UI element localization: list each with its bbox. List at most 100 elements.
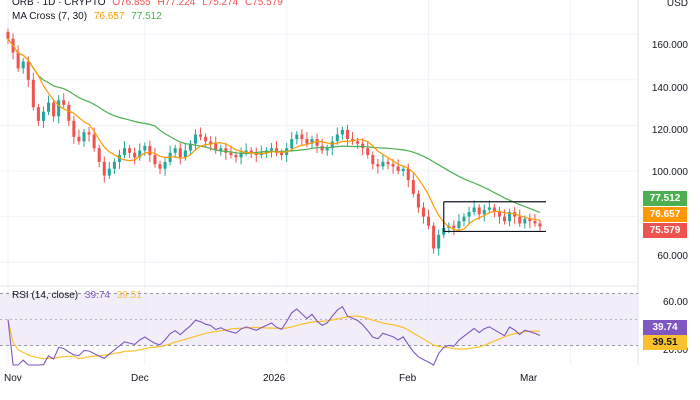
candle-body: [457, 221, 461, 228]
candle-body: [508, 212, 512, 222]
price-tick-120: 120.000: [651, 125, 688, 136]
candle-body: [178, 148, 182, 158]
low-value: L75.274: [202, 0, 239, 8]
candle-body: [406, 168, 410, 181]
ma-slow-badge: 77.512: [643, 191, 687, 206]
candle-body: [432, 225, 436, 249]
candle-body: [310, 139, 314, 144]
rsi-ma-badge: 39.51: [643, 335, 687, 350]
candle-body: [102, 161, 106, 176]
candle-body: [518, 216, 522, 224]
candle-body: [467, 212, 471, 217]
price-tick-100: 100.000: [651, 167, 688, 178]
candle-body: [497, 212, 501, 217]
candle-body: [528, 218, 532, 222]
price-tick-160: 160.000: [651, 40, 688, 51]
candle-body: [133, 152, 137, 158]
candle-body: [492, 207, 496, 213]
candle-body: [416, 193, 420, 208]
candle-body: [345, 129, 349, 140]
candle-body: [112, 161, 116, 169]
range-box: [443, 201, 546, 233]
rsi-value: 39.74: [84, 290, 110, 301]
candle-body: [325, 148, 329, 151]
moving-averages-group: [7, 38, 541, 231]
rsi-ma-line: [7, 315, 541, 360]
candle-body: [158, 164, 162, 169]
candle-body: [36, 107, 40, 121]
close-value: C75.579: [245, 0, 283, 8]
candle-body: [503, 216, 507, 222]
candle-body: [295, 134, 299, 140]
ma-slow-value: 77.512: [131, 11, 162, 22]
candle-body: [452, 225, 456, 228]
candle-body: [26, 61, 30, 80]
x-tick-nov: Nov: [4, 373, 22, 384]
rsi-lines-group: [7, 305, 541, 366]
candle-body: [72, 120, 76, 137]
ohlc-legend: ORB · 1D · CRYPTO O76.855 H77.224 L75.27…: [12, 0, 287, 8]
candle-body: [244, 150, 248, 153]
candle-body: [92, 134, 96, 149]
candle-body: [31, 79, 35, 108]
candle-body: [219, 148, 223, 151]
candle-body: [62, 100, 66, 105]
candle-body: [204, 136, 208, 142]
candle-body: [148, 145, 152, 156]
candle-body: [183, 150, 187, 158]
rsi-legend[interactable]: RSI (14, close) 39.74 39.51: [12, 290, 146, 301]
candle-body: [239, 152, 243, 158]
ma-fast-line: [7, 38, 541, 231]
rsi-line: [7, 305, 541, 366]
candle-body: [482, 209, 486, 215]
candle-body: [199, 134, 203, 137]
x-tick-2026: 2026: [263, 373, 286, 384]
rsi-tick-60: 60.00: [662, 297, 688, 308]
x-tick-dec: Dec: [131, 373, 149, 384]
candle-body: [107, 168, 111, 176]
candle-body: [330, 141, 334, 149]
x-tick-feb: Feb: [399, 373, 417, 384]
ma-fast-value: 76.657: [93, 11, 125, 22]
candle-body: [366, 148, 370, 156]
candle-body: [138, 150, 142, 158]
rsi-tick-20: 20.00: [662, 345, 688, 356]
candle-body: [523, 218, 527, 224]
candle-body: [533, 221, 537, 224]
candles-group: [6, 28, 542, 256]
candle-body: [97, 148, 101, 162]
candle-body: [87, 132, 91, 135]
candle-body: [340, 129, 344, 135]
candle-body: [188, 143, 192, 151]
candle-body: [153, 155, 157, 165]
candle-body: [209, 141, 213, 144]
candle-body: [401, 168, 405, 171]
candle-body: [421, 207, 425, 217]
candle-body: [123, 148, 127, 156]
candle-body: [249, 150, 253, 153]
candle-body: [82, 132, 86, 142]
candle-body: [437, 234, 441, 249]
candle-body: [57, 100, 61, 117]
rsi-label: RSI (14, close): [12, 290, 79, 301]
candle-body: [335, 134, 339, 142]
candle-body: [376, 164, 380, 167]
rsi-ma-value: 39.51: [116, 290, 142, 301]
candle-body: [386, 161, 390, 165]
candle-body: [371, 155, 375, 165]
candle-body: [275, 148, 279, 153]
last-price-badge: 75.579: [643, 223, 687, 238]
currency-label: USD: [666, 0, 688, 9]
candle-body: [396, 166, 400, 171]
candle-body: [52, 102, 56, 117]
ma-legend[interactable]: MA Cross (7, 30) 76.657 77.512: [12, 11, 166, 22]
candle-body: [128, 148, 132, 153]
candle-body: [427, 216, 431, 226]
high-value: H77.224: [157, 0, 196, 8]
symbol-label: ORB · 1D · CRYPTO: [12, 0, 106, 8]
candle-body: [300, 134, 304, 140]
candle-body: [224, 148, 228, 153]
candle-body: [305, 139, 309, 144]
candle-body: [361, 143, 365, 149]
candle-body: [229, 152, 233, 156]
